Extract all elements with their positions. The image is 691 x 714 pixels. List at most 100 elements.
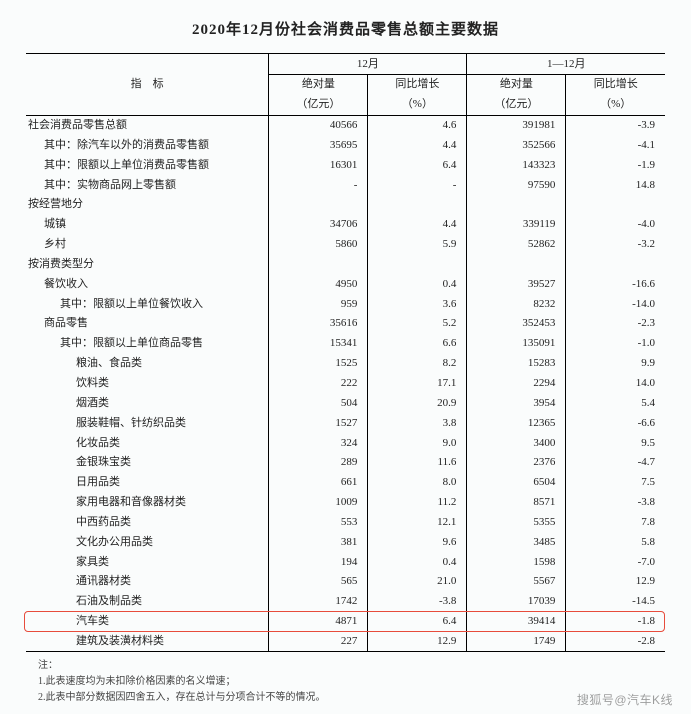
cell-value: 1598 (467, 552, 566, 572)
col-period-dec: 12月 (269, 54, 467, 75)
cell-value: 15341 (269, 334, 368, 354)
cell-value: -2.8 (566, 631, 665, 651)
cell-value: 3485 (467, 532, 566, 552)
cell-value (566, 195, 665, 215)
cell-value: -3.8 (566, 493, 665, 513)
cell-value: 1009 (269, 493, 368, 513)
row-label: 城镇 (26, 215, 269, 235)
cell-value: 35695 (269, 135, 368, 155)
cell-value: 9.0 (368, 433, 467, 453)
cell-value: 5.8 (566, 532, 665, 552)
cell-value: -3.9 (566, 115, 665, 135)
cell-value (269, 195, 368, 215)
table-wrapper: 指 标 12月 1—12月 绝对量 同比增长 绝对量 同比增长 （亿元） （%）… (26, 53, 665, 652)
cell-value: 381 (269, 532, 368, 552)
table-row: 中西药品类55312.153557.8 (26, 512, 665, 532)
table-row: 家具类1940.41598-7.0 (26, 552, 665, 572)
cell-value: 20.9 (368, 393, 467, 413)
cell-value: 15283 (467, 354, 566, 374)
cell-value: 34706 (269, 215, 368, 235)
row-label: 金银珠宝类 (26, 453, 269, 473)
col-indicator: 指 标 (26, 54, 269, 116)
row-label: 文化办公用品类 (26, 532, 269, 552)
row-label: 家用电器和音像器材类 (26, 493, 269, 513)
cell-value: 565 (269, 572, 368, 592)
note-lead: 注： (38, 660, 58, 671)
cell-value: 1742 (269, 592, 368, 612)
cell-value: 2376 (467, 453, 566, 473)
table-row: 粮油、食品类15258.2152839.9 (26, 354, 665, 374)
table-row: 文化办公用品类3819.634855.8 (26, 532, 665, 552)
table-row: 餐饮收入49500.439527-16.6 (26, 274, 665, 294)
cell-value (368, 254, 467, 274)
cell-value: -6.6 (566, 413, 665, 433)
row-label: 商品零售 (26, 314, 269, 334)
col-yoy-1: 同比增长 (368, 74, 467, 94)
cell-value: 8232 (467, 294, 566, 314)
row-label: 社会消费品零售总额 (26, 115, 269, 135)
table-row: 饮料类22217.1229414.0 (26, 374, 665, 394)
cell-value: 21.0 (368, 572, 467, 592)
cell-value: -4.0 (566, 215, 665, 235)
cell-value: 12.9 (566, 572, 665, 592)
table-row: 其中：限额以上单位商品零售153416.6135091-1.0 (26, 334, 665, 354)
cell-value: -7.0 (566, 552, 665, 572)
table-row: 按消费类型分 (26, 254, 665, 274)
col-abs-2: 绝对量 (467, 74, 566, 94)
note-2: 2.此表中部分数据因四舍五入，存在总计与分项合计不等的情况。 (38, 692, 326, 703)
table-row: 社会消费品零售总额405664.6391981-3.9 (26, 115, 665, 135)
cell-value: 222 (269, 374, 368, 394)
cell-value (467, 195, 566, 215)
cell-value (368, 195, 467, 215)
cell-value: 7.8 (566, 512, 665, 532)
table-row: 通讯器材类56521.0556712.9 (26, 572, 665, 592)
cell-value: 135091 (467, 334, 566, 354)
cell-value: -3.2 (566, 235, 665, 255)
table-row: 汽车类48716.439414-1.8 (26, 612, 665, 632)
cell-value: 4.4 (368, 135, 467, 155)
cell-value: -1.8 (566, 612, 665, 632)
cell-value: 7.5 (566, 473, 665, 493)
note-1: 1.此表速度均为未扣除价格因素的名义增速； (38, 676, 236, 687)
cell-value: 8571 (467, 493, 566, 513)
cell-value: 12.1 (368, 512, 467, 532)
col-abs-1: 绝对量 (269, 74, 368, 94)
cell-value: - (368, 175, 467, 195)
table-row: 金银珠宝类28911.62376-4.7 (26, 453, 665, 473)
cell-value: 97590 (467, 175, 566, 195)
row-label: 其中：实物商品网上零售额 (26, 175, 269, 195)
row-label: 服装鞋帽、针纺织品类 (26, 413, 269, 433)
cell-value: 289 (269, 453, 368, 473)
cell-value: 324 (269, 433, 368, 453)
cell-value: 4.6 (368, 115, 467, 135)
footnotes: 注： 1.此表速度均为未扣除价格因素的名义增速； 2.此表中部分数据因四舍五入，… (26, 658, 665, 706)
cell-value: 39414 (467, 612, 566, 632)
cell-value: 12.9 (368, 631, 467, 651)
cell-value: 4.4 (368, 215, 467, 235)
cell-value: 16301 (269, 155, 368, 175)
row-label: 按消费类型分 (26, 254, 269, 274)
cell-value: 8.2 (368, 354, 467, 374)
row-label: 乡村 (26, 235, 269, 255)
cell-value: -14.5 (566, 592, 665, 612)
cell-value: 1749 (467, 631, 566, 651)
cell-value: 52862 (467, 235, 566, 255)
cell-value: 39527 (467, 274, 566, 294)
cell-value: -4.7 (566, 453, 665, 473)
cell-value: 1525 (269, 354, 368, 374)
row-label: 其中：限额以上单位餐饮收入 (26, 294, 269, 314)
cell-value: 4950 (269, 274, 368, 294)
cell-value: 17039 (467, 592, 566, 612)
cell-value: 12365 (467, 413, 566, 433)
row-label: 其中：限额以上单位商品零售 (26, 334, 269, 354)
data-table: 指 标 12月 1—12月 绝对量 同比增长 绝对量 同比增长 （亿元） （%）… (26, 53, 665, 652)
table-row: 建筑及装潢材料类22712.91749-2.8 (26, 631, 665, 651)
cell-value: 9.6 (368, 532, 467, 552)
cell-value: 2294 (467, 374, 566, 394)
table-body: 社会消费品零售总额405664.6391981-3.9其中：除汽车以外的消费品零… (26, 115, 665, 652)
col-period-ytd: 1—12月 (467, 54, 665, 75)
cell-value: -1.0 (566, 334, 665, 354)
cell-value: 40566 (269, 115, 368, 135)
cell-value: 339119 (467, 215, 566, 235)
cell-value: 3.6 (368, 294, 467, 314)
